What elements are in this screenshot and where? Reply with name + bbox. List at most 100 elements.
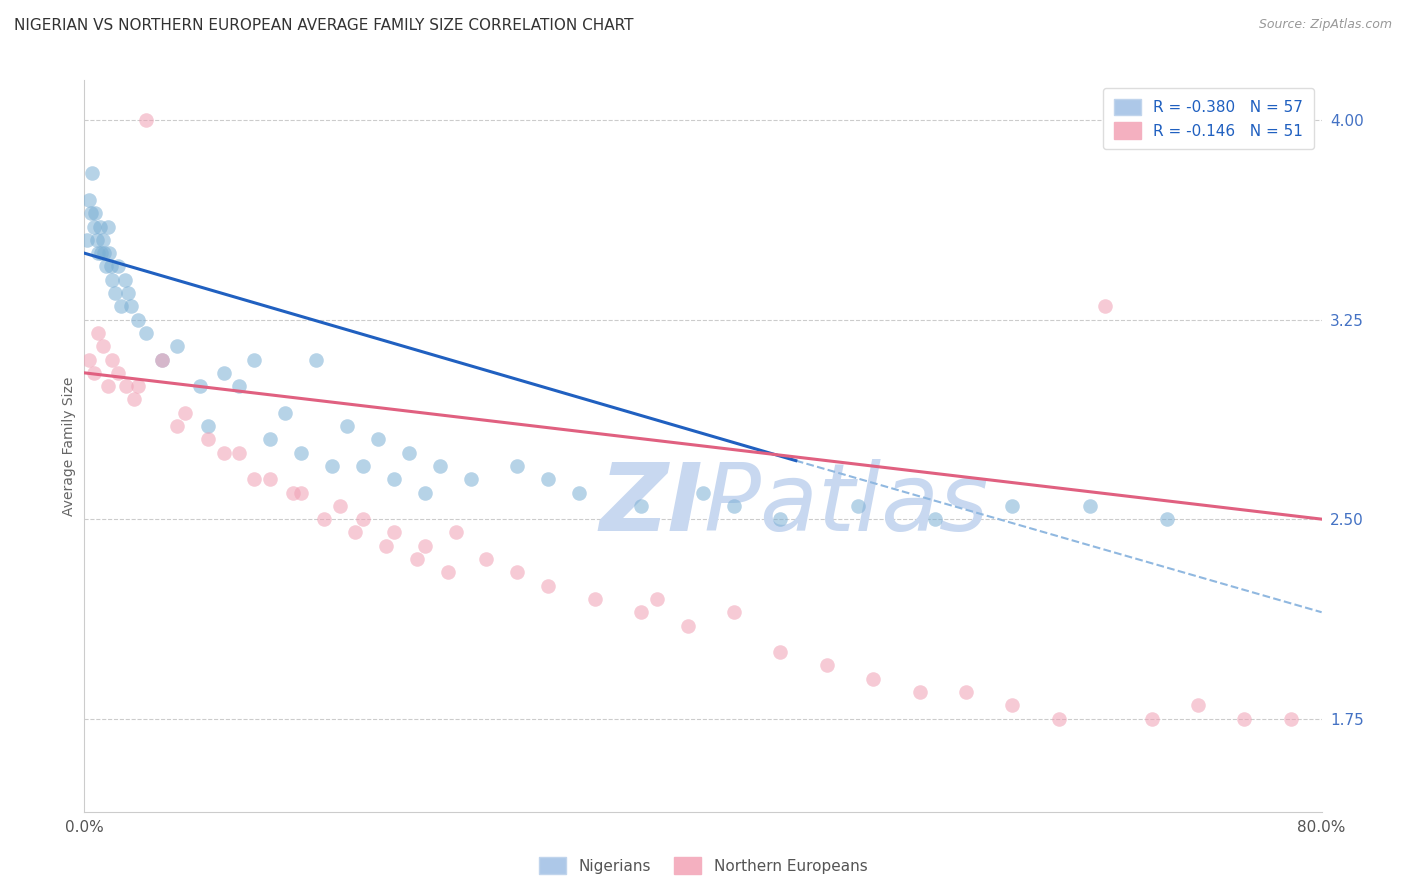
Point (329, 499, 352, 513)
Point (110, 299, 132, 313)
Point (197, 419, 219, 434)
Point (460, 472, 482, 486)
Point (1094, 299, 1116, 313)
Point (91, 339, 114, 353)
Point (87, 326, 110, 340)
Point (128, 312, 150, 326)
Point (107, 366, 129, 380)
Point (82, 166, 104, 180)
Point (97, 379, 120, 393)
Point (274, 406, 297, 420)
Point (122, 392, 145, 407)
Point (908, 685, 931, 699)
Point (259, 433, 281, 447)
Point (86, 233, 108, 247)
Point (84, 206, 107, 220)
Point (117, 286, 139, 301)
Point (537, 579, 560, 593)
Point (398, 445, 420, 459)
Point (645, 591, 668, 606)
Point (630, 499, 652, 513)
Point (101, 352, 124, 367)
Point (91, 233, 114, 247)
Point (862, 672, 884, 686)
Point (846, 499, 869, 513)
Point (1233, 712, 1256, 726)
Point (83, 219, 105, 234)
Point (406, 552, 429, 566)
Point (630, 605, 652, 619)
Point (166, 419, 188, 434)
Point (243, 352, 266, 367)
Point (290, 485, 312, 500)
Point (290, 445, 312, 459)
Point (444, 525, 467, 540)
Point (475, 552, 498, 566)
Point (1078, 499, 1101, 513)
Point (188, 379, 212, 393)
Point (506, 458, 529, 473)
Point (352, 458, 374, 473)
Point (1187, 698, 1209, 713)
Point (382, 472, 405, 486)
Point (135, 113, 157, 128)
Point (79, 206, 101, 220)
Point (437, 566, 460, 580)
Point (228, 379, 250, 393)
Point (101, 273, 124, 287)
Point (76, 233, 98, 247)
Point (259, 472, 281, 486)
Point (321, 458, 343, 473)
Text: Patlas: Patlas (703, 459, 988, 550)
Point (107, 260, 129, 274)
Point (506, 566, 529, 580)
Point (114, 273, 136, 287)
Text: ZI: ZI (599, 458, 703, 550)
Point (115, 379, 138, 393)
Point (723, 605, 745, 619)
Point (815, 658, 838, 673)
Point (94, 260, 117, 274)
Point (150, 352, 173, 367)
Point (429, 458, 451, 473)
Point (314, 512, 336, 526)
Point (212, 445, 235, 459)
Point (100, 260, 122, 274)
Point (352, 512, 374, 526)
Point (568, 485, 591, 500)
Point (305, 352, 328, 367)
Point (367, 433, 389, 447)
Point (769, 512, 792, 526)
Point (89, 219, 111, 234)
Point (413, 539, 436, 553)
Point (955, 685, 977, 699)
Point (150, 352, 173, 367)
Point (537, 472, 560, 486)
Point (120, 299, 142, 313)
Text: Source: ZipAtlas.com: Source: ZipAtlas.com (1258, 18, 1392, 31)
Point (77, 193, 100, 207)
Point (1279, 712, 1302, 726)
Point (336, 419, 359, 434)
Point (692, 485, 714, 500)
Point (128, 379, 150, 393)
Legend: Nigerians, Northern Europeans: Nigerians, Northern Europeans (533, 851, 873, 880)
Point (90, 246, 112, 260)
Point (97, 219, 120, 234)
Point (1001, 499, 1024, 513)
Point (344, 525, 367, 540)
Point (87, 246, 110, 260)
Point (1140, 712, 1163, 726)
Legend: R = -0.380   N = 57, R = -0.146   N = 51: R = -0.380 N = 57, R = -0.146 N = 51 (1104, 88, 1315, 150)
Point (924, 512, 946, 526)
Point (375, 539, 398, 553)
Point (98, 246, 121, 260)
Point (723, 499, 745, 513)
Point (135, 326, 157, 340)
Point (243, 472, 266, 486)
Point (174, 406, 197, 420)
Point (1001, 698, 1024, 713)
Point (676, 618, 699, 632)
Point (283, 485, 305, 500)
Point (382, 525, 405, 540)
